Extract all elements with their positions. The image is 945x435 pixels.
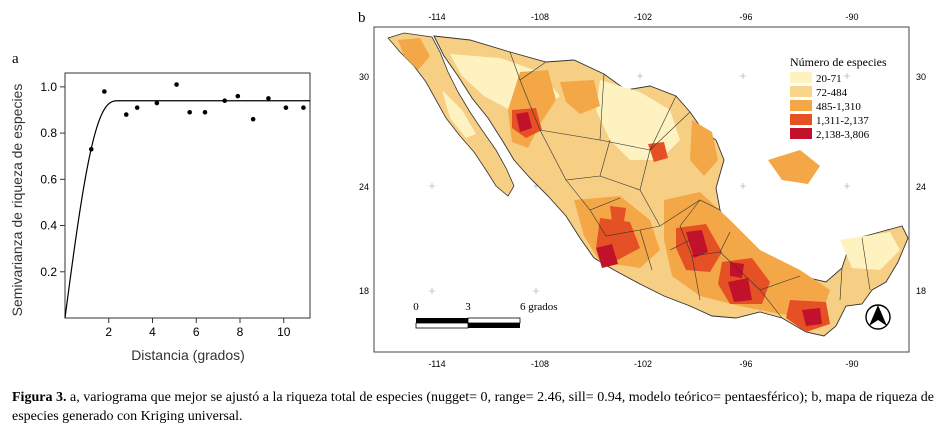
state-boundaries bbox=[509, 51, 871, 319]
variogram-chart: 0.2 0.4 0.6 0.8 1.0 2 4 6 8 10 Distancia (grados… bbox=[9, 72, 311, 363]
lon-label-top: -114 bbox=[428, 12, 445, 22]
data-point bbox=[283, 105, 289, 110]
data-point bbox=[250, 116, 256, 122]
lon-label-bottom: -102 bbox=[634, 359, 652, 369]
mexico-mainland bbox=[433, 35, 909, 337]
x-tick-label: 8 bbox=[237, 325, 244, 339]
y-tick-label: 0.2 bbox=[40, 265, 57, 279]
legend-swatch bbox=[790, 72, 812, 83]
data-point bbox=[222, 98, 227, 104]
data-point bbox=[134, 105, 140, 110]
y-tick-label: 0.8 bbox=[40, 126, 57, 140]
lat-label-right: 30 bbox=[916, 72, 926, 82]
lat-label-right: 24 bbox=[916, 182, 926, 192]
x-tick-label: 2 bbox=[105, 325, 112, 339]
data-point bbox=[174, 82, 179, 87]
legend-swatch bbox=[790, 128, 812, 139]
caption-label: Figura 3. bbox=[12, 390, 67, 405]
data-point bbox=[154, 100, 160, 106]
panel-a-label: a bbox=[12, 51, 19, 67]
legend-label: 2,138-3,806 bbox=[816, 129, 870, 141]
x-tick-label: 10 bbox=[277, 325, 291, 339]
lat-label-left: 18 bbox=[359, 286, 369, 296]
scale-bar: 0 3 6 grados bbox=[413, 301, 558, 329]
x-tick-label: 6 bbox=[193, 325, 200, 339]
y-axis: 0.2 0.4 0.6 0.8 1.0 bbox=[40, 80, 65, 279]
scale-label-3: 3 bbox=[465, 301, 471, 313]
map-legend: Número de especies 20-71 72-484 485-1,310 1… bbox=[790, 55, 887, 141]
lat-label-left: 24 bbox=[359, 182, 369, 192]
legend-label: 72-484 bbox=[816, 87, 848, 99]
y-axis-title: Semivarianza de riqueza de especies bbox=[9, 84, 25, 317]
map-coordinate-labels: -114 -108 -102 -96 -90-114 -108 -102 -96 -903024… bbox=[359, 12, 926, 369]
data-point bbox=[266, 96, 271, 101]
legend-label: 1,311-2,137 bbox=[816, 115, 869, 127]
data-point bbox=[235, 93, 241, 99]
lon-label-bottom: -108 bbox=[531, 359, 549, 369]
lat-label-left: 30 bbox=[359, 72, 369, 82]
data-point bbox=[301, 105, 306, 110]
y-tick-label: 0.4 bbox=[40, 219, 57, 233]
data-point bbox=[88, 146, 94, 152]
north-arrow-icon bbox=[865, 304, 891, 330]
legend-swatch bbox=[790, 86, 812, 97]
legend-swatch bbox=[790, 114, 812, 125]
legend-label: 485-1,310 bbox=[816, 101, 861, 113]
x-tick-label: 4 bbox=[149, 325, 156, 339]
lon-label-top: -90 bbox=[845, 12, 858, 22]
legend-title: Número de especies bbox=[790, 55, 887, 69]
x-axis-title: Distancia (grados) bbox=[131, 347, 245, 363]
data-point bbox=[102, 89, 107, 94]
map-region bbox=[442, 90, 476, 138]
lon-label-bottom: -90 bbox=[845, 359, 858, 369]
data-points bbox=[88, 82, 306, 152]
data-point bbox=[202, 109, 208, 115]
lon-label-bottom: -114 bbox=[428, 359, 445, 369]
scale-label-6: 6 grados bbox=[520, 301, 558, 313]
scale-label-0: 0 bbox=[413, 301, 419, 313]
map-region bbox=[398, 38, 430, 70]
lon-label-top: -96 bbox=[739, 12, 752, 22]
y-tick-label: 0.6 bbox=[40, 172, 57, 186]
caption-text: a, variograma que mejor se ajustó a la r… bbox=[12, 390, 934, 424]
lat-label-right: 18 bbox=[916, 286, 926, 296]
legend-swatch bbox=[790, 100, 812, 111]
figure-caption: Figura 3. a, variograma que mejor se aju… bbox=[12, 388, 934, 426]
y-tick-label: 1.0 bbox=[40, 80, 57, 94]
lon-label-bottom: -96 bbox=[739, 359, 752, 369]
lon-label-top: -102 bbox=[634, 12, 652, 22]
model-curve bbox=[64, 100, 310, 319]
data-point bbox=[123, 112, 129, 117]
legend-label: 20-71 bbox=[816, 73, 842, 85]
species-richness-map: Número de especies 20-71 72-484 485-1,310 1… bbox=[359, 12, 926, 369]
richness-patches bbox=[450, 54, 900, 332]
lon-label-top: -108 bbox=[531, 12, 549, 22]
data-point bbox=[187, 109, 192, 115]
x-axis: 2 4 6 8 10 bbox=[105, 318, 291, 339]
panel-b-label: b bbox=[358, 10, 366, 26]
plot-frame bbox=[64, 72, 311, 319]
